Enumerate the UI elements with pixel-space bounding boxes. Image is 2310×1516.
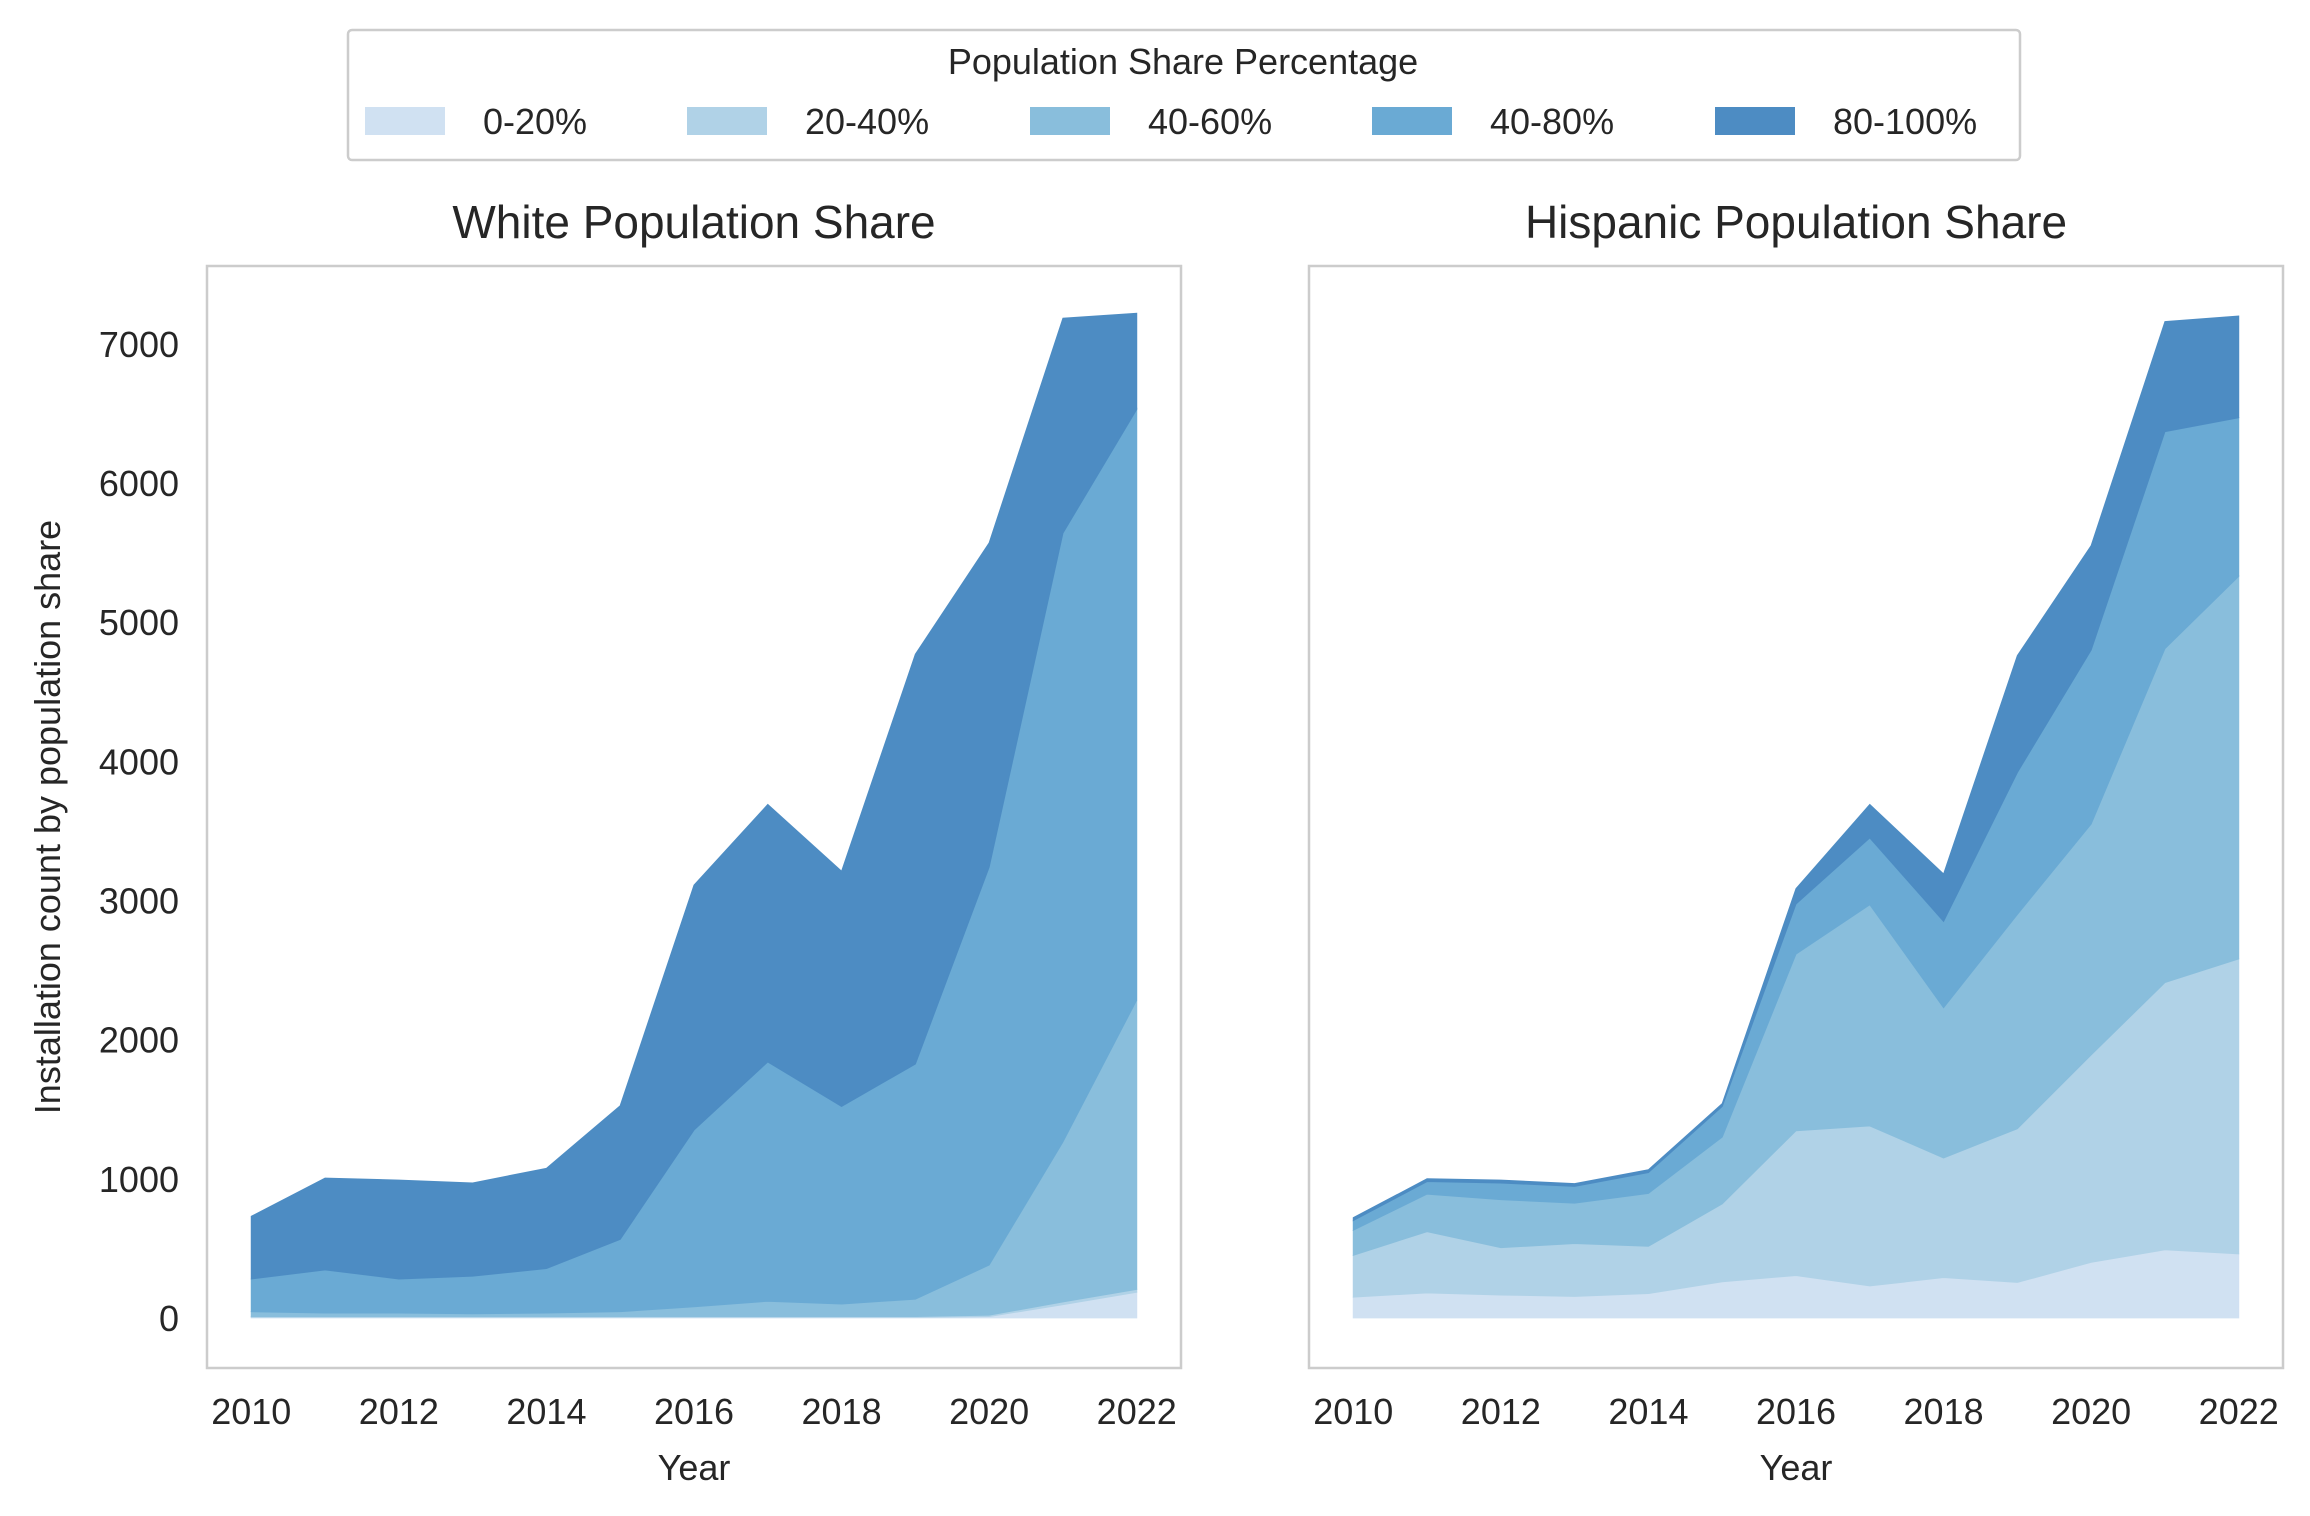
panel-2: Hispanic Population Share 2010 2012 2014 201…: [1307, 196, 2285, 1488]
y-tick-label: 5000: [99, 602, 179, 643]
x-axis-label: Year: [1760, 1447, 1833, 1488]
y-tick-label: 0: [159, 1298, 179, 1339]
x-tick-label: 2014: [506, 1391, 586, 1432]
legend: Population Share Percentage 0-20% 20-40% 4…: [346, 28, 2022, 162]
legend-swatch: [1030, 107, 1110, 135]
x-tick-label: 2018: [802, 1391, 882, 1432]
x-tick-label: 2014: [1608, 1391, 1688, 1432]
y-tick-label: 4000: [99, 741, 179, 782]
x-tick-label: 2010: [1313, 1391, 1393, 1432]
legend-label: 0-20%: [483, 101, 587, 142]
y-tick-label: 7000: [99, 324, 179, 365]
legend-title: Population Share Percentage: [948, 41, 1418, 82]
x-tick-label: 2020: [2051, 1391, 2131, 1432]
x-tick-label: 2018: [1904, 1391, 1984, 1432]
legend-swatch: [687, 107, 767, 135]
legend-label: 20-40%: [805, 101, 929, 142]
panel-title: White Population Share: [452, 196, 935, 248]
legend-swatch: [365, 107, 445, 135]
legend-label: 80-100%: [1833, 101, 1977, 142]
plot-frame: [1307, 264, 2285, 1370]
y-tick-label: 1000: [99, 1159, 179, 1200]
x-tick-label: 2020: [949, 1391, 1029, 1432]
panel-1: White Population Share 2010 2012 2014 2016 20…: [27, 196, 1183, 1488]
y-tick-label: 3000: [99, 880, 179, 921]
y-axis-label: Installation count by population share: [27, 520, 68, 1114]
x-tick-label: 2016: [654, 1391, 734, 1432]
area-series-80-100pct: [1352, 315, 2240, 1222]
x-tick-label: 2022: [1097, 1391, 1177, 1432]
y-tick-label: 6000: [99, 463, 179, 504]
legend-label: 40-60%: [1148, 101, 1272, 142]
panel-title: Hispanic Population Share: [1525, 196, 2067, 248]
x-tick-label: 2016: [1756, 1391, 1836, 1432]
x-axis-label: Year: [658, 1447, 731, 1488]
x-tick-label: 2010: [211, 1391, 291, 1432]
area-series-80-100pct: [250, 312, 1138, 1280]
plot-frame: [205, 264, 1183, 1370]
legend-label: 40-80%: [1490, 101, 1614, 142]
x-tick-label: 2012: [359, 1391, 439, 1432]
x-tick-label: 2012: [1461, 1391, 1541, 1432]
y-tick-label: 2000: [99, 1020, 179, 1061]
x-tick-label: 2022: [2199, 1391, 2279, 1432]
legend-swatch: [1715, 107, 1795, 135]
legend-swatch: [1372, 107, 1452, 135]
